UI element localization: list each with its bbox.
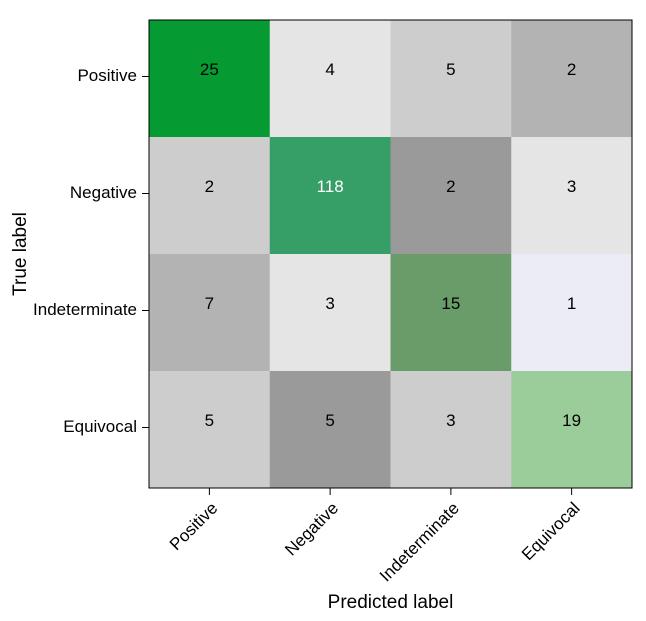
- cell-value-label: 19: [562, 411, 581, 430]
- cell-value-label: 2: [567, 60, 576, 79]
- cell-value-label: 25: [200, 60, 219, 79]
- cell-value-label: 4: [325, 60, 334, 79]
- cell-value-label: 15: [441, 294, 460, 313]
- y-axis: Positive Negative Indeterminate Equivocal: [33, 66, 149, 436]
- heatmap-cell-positive-indeterminate: [390, 20, 512, 138]
- y-tick-label: Negative: [70, 183, 137, 202]
- heatmap-cell-positive-positive: [149, 20, 271, 138]
- cell-value-label: 1: [567, 294, 576, 313]
- cell-value-label: 3: [446, 411, 455, 430]
- x-tick-label: Positive: [166, 499, 222, 555]
- heatmap-cell-indeterminate-indeterminate: [390, 254, 512, 372]
- cell-value-label: 7: [205, 294, 214, 313]
- y-axis-title: True label: [10, 212, 31, 296]
- heatmap-cells: [149, 20, 633, 489]
- heatmap-cell-negative-positive: [149, 137, 271, 255]
- x-tick-label: Negative: [281, 499, 342, 560]
- heatmap-cell-indeterminate-equivocal: [511, 254, 633, 372]
- x-tick-label: Indeterminate: [376, 499, 463, 586]
- cell-value-label: 118: [317, 177, 344, 196]
- heatmap-cell-equivocal-equivocal: [511, 371, 633, 489]
- heatmap-cell-equivocal-positive: [149, 371, 271, 489]
- x-tick-label: Equivocal: [518, 499, 584, 565]
- cell-value-label: 5: [446, 60, 455, 79]
- cell-value-label: 3: [567, 177, 576, 196]
- heatmap-cell-positive-equivocal: [511, 20, 633, 138]
- heatmap-cell-negative-indeterminate: [390, 137, 512, 255]
- cell-value-label: 5: [205, 411, 214, 430]
- heatmap-cell-equivocal-indeterminate: [390, 371, 512, 489]
- cell-values: 25 4 5 22 118 2 37 3 15 15 5 3 19: [200, 60, 581, 430]
- heatmap-cell-positive-negative: [269, 20, 391, 138]
- cell-value-label: 2: [446, 177, 455, 196]
- heatmap-cell-negative-equivocal: [511, 137, 633, 255]
- y-tick-label: Indeterminate: [33, 300, 137, 319]
- x-axis: Positive Negative Indeterminate Equivocal: [166, 488, 584, 586]
- cell-value-label: 5: [325, 411, 334, 430]
- x-axis-title: Predicted label: [328, 592, 454, 613]
- cell-value-label: 3: [325, 294, 334, 313]
- heatmap-cell-indeterminate-negative: [269, 254, 391, 372]
- heatmap-cell-negative-negative: [269, 137, 391, 255]
- cell-value-label: 2: [205, 177, 214, 196]
- y-tick-label: Positive: [77, 66, 137, 85]
- heatmap-cell-indeterminate-positive: [149, 254, 271, 372]
- heatmap-cell-equivocal-negative: [269, 371, 391, 489]
- y-tick-label: Equivocal: [63, 417, 137, 436]
- plot-frame: [148, 19, 633, 489]
